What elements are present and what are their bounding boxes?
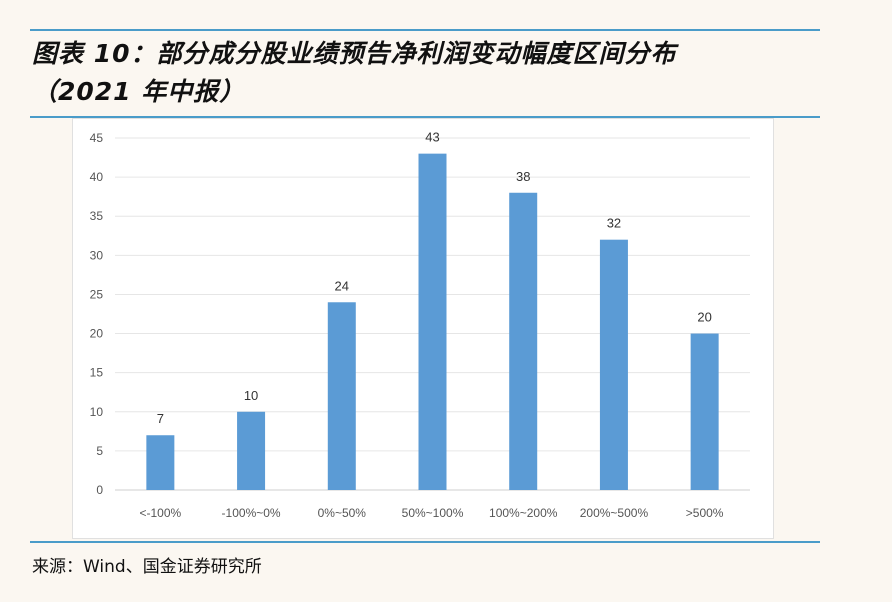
y-tick-label: 15 [90, 366, 104, 380]
x-tick-label: <-100% [140, 506, 182, 520]
data-label: 10 [244, 388, 258, 403]
top-rule [30, 29, 820, 31]
y-tick-label: 5 [96, 444, 103, 458]
chart-title-line2: （2021 年中报） [32, 77, 246, 106]
x-tick-label: 100%~200% [489, 506, 558, 520]
bar [599, 239, 628, 490]
y-tick-label: 35 [90, 209, 104, 223]
data-label: 20 [697, 310, 711, 325]
data-label: 43 [425, 130, 439, 145]
bar [327, 302, 356, 490]
x-tick-label: >500% [686, 506, 724, 520]
x-tick-label: 200%~500% [580, 506, 649, 520]
bottom-rule [30, 541, 820, 543]
y-tick-label: 0 [96, 483, 103, 497]
title-rule [30, 116, 820, 118]
y-tick-label: 30 [90, 248, 104, 262]
y-tick-label: 40 [90, 170, 104, 184]
x-tick-label: -100%~0% [222, 506, 281, 520]
bar [690, 333, 719, 490]
x-tick-label: 50%~100% [402, 506, 464, 520]
y-tick-label: 20 [90, 327, 104, 341]
x-tick-label: 0%~50% [318, 506, 367, 520]
y-tick-label: 25 [90, 287, 104, 301]
source-note: 来源：Wind、国金证券研究所 [32, 557, 262, 577]
y-tick-label: 10 [90, 405, 104, 419]
bar [237, 411, 266, 490]
data-label: 24 [335, 278, 349, 293]
data-label: 7 [157, 411, 164, 426]
y-tick-label: 45 [90, 131, 104, 145]
data-label: 32 [607, 216, 621, 231]
bar [509, 192, 538, 490]
data-label: 38 [516, 169, 530, 184]
chart-title-line1: 图表 10：部分成分股业绩预告净利润变动幅度区间分布 [32, 39, 677, 68]
bar [146, 435, 175, 490]
bar [418, 153, 447, 490]
